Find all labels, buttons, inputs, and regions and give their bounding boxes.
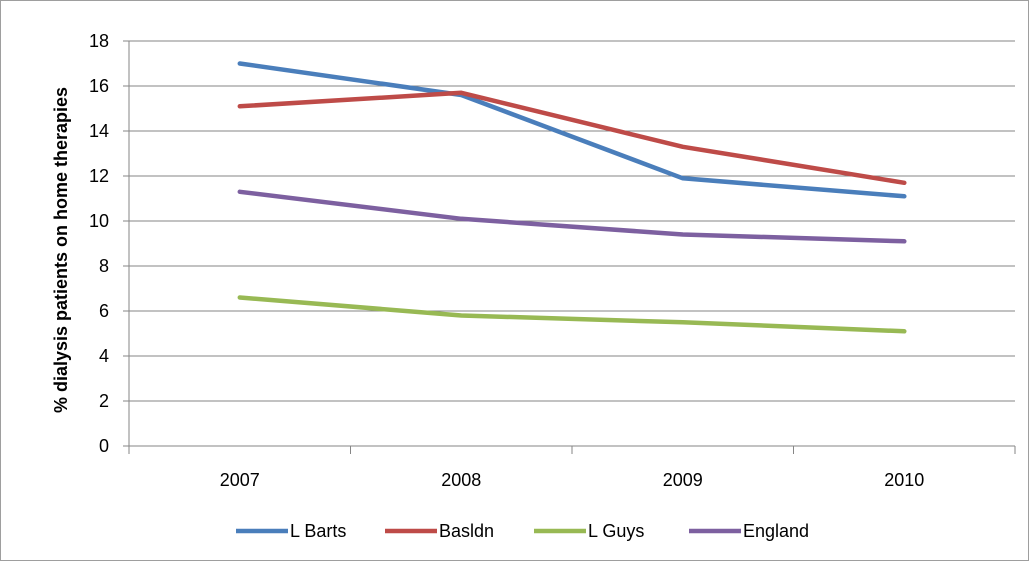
- series-line: [237, 189, 907, 244]
- y-axis-title: % dialysis patients on home therapies: [51, 87, 71, 413]
- y-tick-label: 14: [89, 121, 109, 141]
- x-tick-label: 2009: [663, 470, 703, 490]
- x-tick-label: 2008: [441, 470, 481, 490]
- series-line: [237, 61, 907, 199]
- y-tick-label: 12: [89, 166, 109, 186]
- series-basldn: [237, 90, 907, 186]
- series-line: [237, 90, 907, 186]
- y-tick-label: 2: [99, 391, 109, 411]
- series-l-guys: [237, 295, 907, 334]
- y-tick-label: 8: [99, 256, 109, 276]
- legend-item: L Barts: [236, 521, 346, 541]
- series-line: [237, 295, 907, 334]
- y-tick-label: 0: [99, 436, 109, 456]
- axes: [123, 40, 1016, 454]
- y-tick-label: 6: [99, 301, 109, 321]
- y-tick-label: 4: [99, 346, 109, 366]
- legend-label: L Guys: [588, 521, 644, 541]
- legend-item: L Guys: [534, 521, 644, 541]
- legend-item: Basldn: [385, 521, 494, 541]
- y-tick-label: 18: [89, 31, 109, 51]
- legend-item: England: [689, 521, 809, 541]
- legend: L Barts Basldn L Guys England: [236, 521, 809, 541]
- x-tick-label: 2007: [220, 470, 260, 490]
- gridlines: [129, 40, 1015, 402]
- series-l-barts: [237, 61, 907, 199]
- x-tick-labels: 2007 2008 2009 2010: [220, 470, 925, 490]
- legend-label: Basldn: [439, 521, 494, 541]
- y-tick-label: 10: [89, 211, 109, 231]
- series-england: [237, 189, 907, 244]
- y-tick-label: 16: [89, 76, 109, 96]
- legend-label: L Barts: [290, 521, 346, 541]
- y-tick-labels: 0 2 4 6 8 10 12 14 16 18: [89, 31, 109, 456]
- series-lines: [237, 61, 907, 334]
- x-tick-label: 2010: [884, 470, 924, 490]
- legend-label: England: [743, 521, 809, 541]
